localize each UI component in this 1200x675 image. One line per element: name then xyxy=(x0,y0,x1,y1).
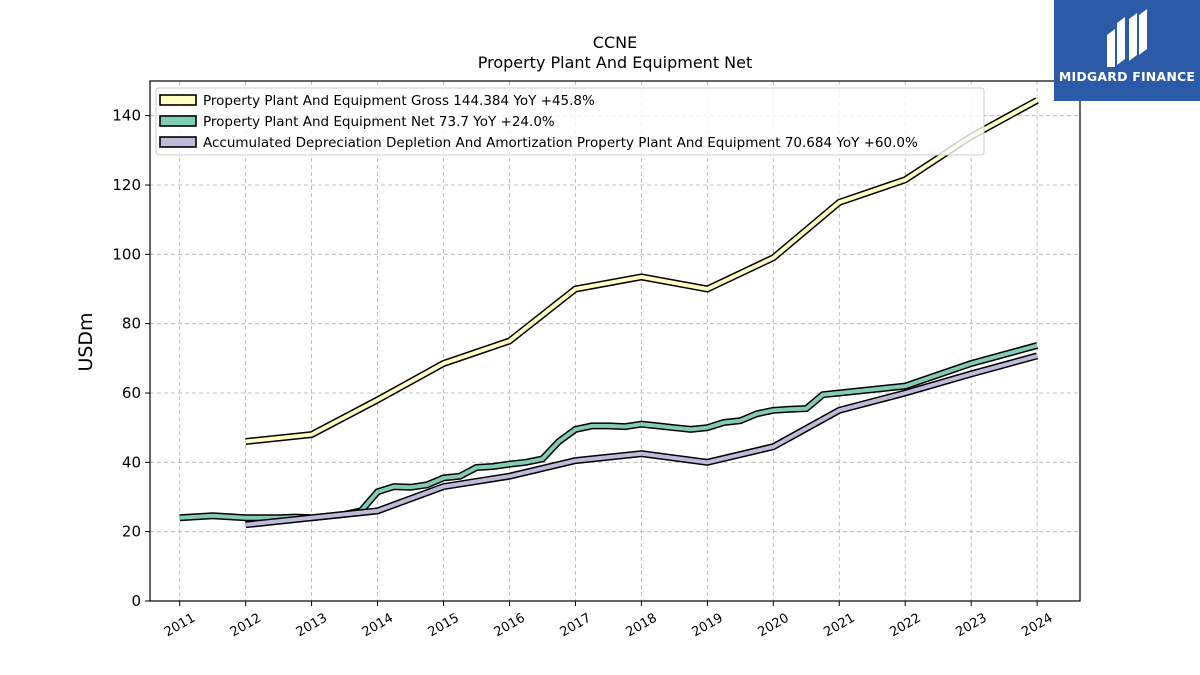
logo-mark-icon xyxy=(1107,9,1147,67)
legend: Property Plant And Equipment Gross 144.3… xyxy=(155,87,985,156)
y-tick-label: 20 xyxy=(122,523,141,541)
x-tick-label: 2021 xyxy=(821,611,857,641)
x-tick-label: 2023 xyxy=(953,611,989,641)
y-tick-label: 60 xyxy=(122,384,141,402)
y-tick-label: 0 xyxy=(131,592,141,610)
x-tick-label: 2024 xyxy=(1019,611,1055,641)
series-layer xyxy=(179,97,1039,529)
chart-title: CCNE xyxy=(593,33,637,52)
x-axis: 2011 2012 2013 2014 2015 2016 2017 2018 2019 2020… xyxy=(162,601,1055,641)
midgard-finance-logo: MIDGARD FINANCE xyxy=(1054,0,1200,101)
y-axis: 0 20 40 60 80 100 120 140 xyxy=(112,107,150,610)
x-tick-label: 2020 xyxy=(755,611,791,641)
chart-subtitle: Property Plant And Equipment Net xyxy=(478,53,753,72)
series-line-3 xyxy=(245,353,1038,527)
legend-box xyxy=(155,87,985,156)
x-tick-label: 2016 xyxy=(492,611,528,641)
x-tick-label: 2011 xyxy=(162,611,198,641)
x-tick-label: 2017 xyxy=(558,611,594,641)
x-tick-label: 2019 xyxy=(690,611,726,641)
x-tick-label: 2013 xyxy=(294,611,330,641)
legend-swatch xyxy=(159,94,197,106)
x-tick-label: 2022 xyxy=(887,611,923,641)
legend-swatch xyxy=(159,115,197,127)
x-tick-label: 2015 xyxy=(426,611,462,641)
x-tick-label: 2012 xyxy=(228,611,264,641)
logo-text: MIDGARD FINANCE xyxy=(1058,69,1196,84)
x-tick-label: 2014 xyxy=(360,611,396,641)
legend-swatch xyxy=(159,136,197,148)
y-tick-label: 120 xyxy=(112,176,141,194)
y-tick-label: 80 xyxy=(122,315,141,333)
legend-entry-label: Property Plant And Equipment Gross 144.3… xyxy=(203,93,595,109)
plot-frame xyxy=(149,80,1081,602)
y-tick-label: 100 xyxy=(112,245,141,263)
x-tick-label: 2018 xyxy=(624,611,660,641)
legend-entry-label: Accumulated Depreciation Depletion And A… xyxy=(203,135,918,151)
y-tick-label: 40 xyxy=(122,453,141,471)
y-tick-label: 140 xyxy=(112,107,141,125)
y-axis-label: USDm xyxy=(75,312,97,371)
series-line-1 xyxy=(245,98,1039,444)
legend-entry-label: Property Plant And Equipment Net 73.7 Yo… xyxy=(203,114,555,130)
